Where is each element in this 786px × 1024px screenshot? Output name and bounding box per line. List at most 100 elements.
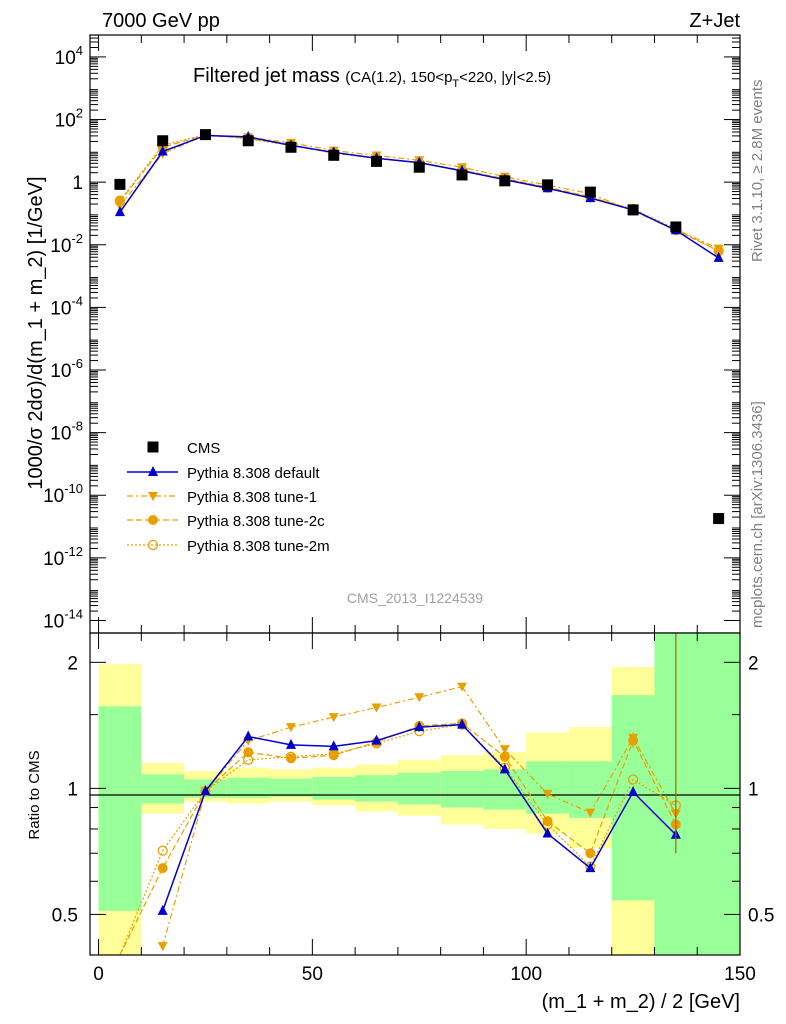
main-y-tick-label: 102: [55, 106, 83, 132]
data-point-triangle-down: [414, 693, 425, 703]
data-point-triangle-down: [457, 682, 468, 692]
ratio-y-ticks: 0.5 0.5 1 1 2 2: [52, 653, 775, 926]
data-point-triangle-down: [499, 745, 510, 755]
data-point-triangle-up: [371, 734, 382, 745]
data-point-square: [542, 179, 554, 191]
y-axis-label-ratio: Ratio to CMS: [26, 750, 43, 839]
x-tick-label: 150: [724, 964, 756, 985]
ratio-series-layer: [119, 633, 682, 956]
main-y-tick-label: 104: [55, 43, 83, 69]
data-point-circle: [148, 515, 158, 525]
data-point-triangle-up: [542, 827, 553, 838]
ratio-y-tick-label: 0.5: [52, 905, 78, 926]
plot-title-main: Filtered jet mass: [193, 65, 340, 87]
data-point-triangle-up: [457, 718, 468, 729]
side-text-bottom: mcplots.cern.ch [arXiv:1306.3436]: [749, 401, 766, 628]
data-point-triangle-down: [157, 942, 168, 952]
ratio-y-tick-label-right: 0.5: [748, 905, 774, 926]
main-y-tick-label: 10-6: [50, 356, 83, 382]
data-point-triangle-up: [148, 466, 158, 476]
data-point-square: [157, 135, 169, 147]
data-point-circle: [499, 751, 510, 762]
ratio-band-green: [611, 695, 655, 901]
data-point-triangle-up: [628, 786, 639, 797]
data-point-circle: [157, 863, 168, 874]
main-series-line: [119, 134, 719, 252]
header-left: 7000 GeV pp: [102, 10, 220, 32]
data-point-square: [199, 129, 211, 141]
main-series-line: [119, 134, 720, 259]
plot-title: Filtered jet mass (CA(1.2), 150<pT<220, …: [193, 65, 551, 90]
ratio-band-green: [312, 776, 356, 800]
x-tick-label: 100: [510, 964, 542, 985]
main-series-layer: [114, 129, 725, 525]
legend: CMS Pythia 8.308 default Pythia 8.308 tune…: [127, 440, 330, 555]
data-point-square: [413, 161, 425, 173]
data-point-triangle-up: [200, 785, 211, 796]
y-axis-label-main: 1000/σ 2dσ)/d(m_1 + m_2) [1/GeV]: [25, 176, 47, 489]
legend-label: CMS: [187, 440, 220, 457]
main-y-tick-label: 10-10: [43, 481, 83, 507]
main-y-tick-label: 10-2: [50, 231, 83, 257]
x-tick-label: 50: [302, 964, 323, 985]
ratio-y-tick-label-right: 1: [748, 779, 759, 800]
data-point-circle: [585, 848, 596, 859]
ratio-y-tick-label-right: 2: [748, 653, 759, 674]
legend-label: Pythia 8.308 default: [187, 465, 320, 482]
data-point-square: [242, 135, 254, 147]
side-text-top: Rivet 3.1.10, ≥ 2.8M events: [749, 80, 766, 263]
data-point-square: [499, 175, 511, 187]
main-y-tick-label: 10-4: [50, 293, 83, 319]
ratio-band-green: [654, 633, 740, 955]
data-point-triangle-down: [542, 789, 553, 799]
watermark: CMS_2013_I1224539: [347, 590, 483, 606]
data-point-triangle-up: [328, 740, 339, 751]
data-point-triangle-down: [713, 244, 724, 254]
main-y-tick-label: 10-14: [43, 606, 83, 632]
ratio-band-green: [269, 778, 313, 797]
ratio-band-green: [226, 777, 270, 798]
legend-label: Pythia 8.308 tune-1: [187, 489, 317, 506]
data-point-triangle-up: [243, 730, 254, 741]
data-point-open-circle: [147, 539, 159, 551]
main-series-line: [119, 134, 719, 252]
data-point-circle: [542, 816, 553, 827]
x-axis: 0 50 100 150: [93, 35, 756, 985]
data-point-circle: [285, 753, 296, 764]
data-point-square: [285, 141, 297, 153]
main-y-tick-label: 10-12: [43, 544, 83, 570]
main-y-ticks: 10-14 10-12 10-10 10-8 10-6 10-4 10-2 1 102 104: [43, 34, 740, 632]
data-point-square: [371, 155, 383, 167]
ratio-plot-frame: [89, 632, 741, 956]
ratio-bands: [98, 633, 740, 955]
main-plot: 10-14 10-12 10-10 10-8 10-6 10-4 10-2 1 102 104: [43, 34, 741, 634]
legend-label: Pythia 8.308 tune-2c: [187, 513, 325, 530]
data-point-square: [584, 186, 596, 198]
data-point-open-circle: [157, 845, 168, 856]
data-point-square: [456, 169, 468, 181]
ratio-band-green: [98, 706, 142, 911]
plot-title-sub-b: <220, |y|<2.5): [459, 69, 551, 86]
ratio-band-green: [483, 769, 527, 810]
data-point-square: [670, 221, 682, 233]
ratio-band-green: [440, 771, 484, 808]
data-point-open-circle: [627, 774, 639, 785]
data-point-square: [114, 178, 126, 190]
ratio-band-green: [397, 772, 441, 805]
data-point-triangle-up: [713, 251, 724, 262]
header-right: Z+Jet: [689, 10, 740, 32]
data-point-triangle-up: [157, 145, 168, 156]
main-series-line: [119, 134, 719, 250]
x-tick-label: 0: [93, 964, 104, 985]
x-axis-label: (m_1 + m_2) / 2 [GeV]: [542, 991, 740, 1013]
main-y-tick-label: 10-8: [50, 419, 83, 445]
data-point-triangle-up: [414, 721, 425, 732]
legend-label: Pythia 8.308 tune-2m: [187, 538, 330, 555]
data-point-triangle-up: [114, 206, 125, 217]
ratio-band-green: [568, 761, 612, 818]
plot-title-sub-a: (CA(1.2), 150<p: [345, 69, 452, 86]
ratio-plot: 0.5 0.5 1 1 2 2: [52, 632, 775, 956]
data-point-triangle-up: [285, 738, 296, 749]
data-point-triangle-up: [585, 862, 596, 873]
